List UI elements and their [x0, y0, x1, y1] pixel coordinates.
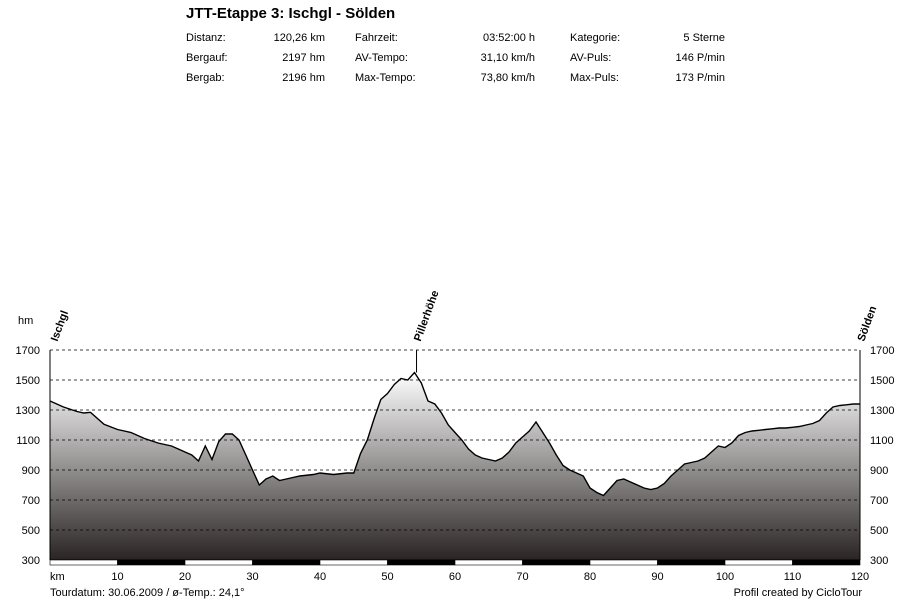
- stat-value-av-puls: 146 P/min: [675, 52, 725, 64]
- y-tick-label-right-900: 900: [870, 465, 888, 477]
- x-tick-label-120: 120: [851, 571, 869, 583]
- waypoint-label-0: Ischgl: [49, 309, 71, 343]
- y-tick-label-left-1700: 1700: [16, 345, 40, 357]
- stat-label-bergab: Bergab:: [186, 72, 225, 84]
- y-tick-label-right-1300: 1300: [870, 405, 894, 417]
- y-tick-label-left-300: 300: [22, 555, 40, 567]
- elevation-area: [50, 372, 860, 560]
- stat-value-kategorie: 5 Sterne: [683, 32, 725, 44]
- x-tick-label-60: 60: [449, 571, 461, 583]
- stat-label-max-puls: Max-Puls:: [570, 72, 619, 84]
- y-tick-label-left-1100: 1100: [16, 435, 40, 447]
- x-axis-title: km: [50, 571, 65, 583]
- gridlines: [50, 349, 860, 531]
- x-scale-segment-11: [792, 559, 861, 566]
- stat-value-max-puls: 173 P/min: [675, 72, 725, 84]
- stat-value-max-tempo: 73,80 km/h: [480, 72, 535, 84]
- y-tick-label-right-300: 300: [870, 555, 888, 567]
- elevation-line: [49, 371, 860, 497]
- x-tick-label-100: 100: [716, 571, 734, 583]
- y-tick-labels-left: 300 500 700 900 1100 1300 1500 1700: [16, 345, 40, 567]
- stat-label-kategorie: Kategorie:: [570, 32, 621, 44]
- stat-label-max-tempo: Max-Tempo:: [355, 72, 416, 84]
- x-scale-segment-3: [252, 559, 321, 566]
- y-tick-label-right-1700: 1700: [870, 345, 894, 357]
- x-tick-label-40: 40: [314, 571, 326, 583]
- x-tick-label-30: 30: [246, 571, 258, 583]
- x-tick-label-110: 110: [784, 571, 802, 583]
- y-tick-label-left-500: 500: [22, 525, 40, 537]
- waypoint-label-1: Pillerhöhe: [412, 289, 441, 343]
- x-tick-label-90: 90: [651, 571, 663, 583]
- stat-label-distanz: Distanz:: [186, 32, 226, 44]
- x-scale-segment-8: [589, 559, 658, 566]
- tour-date-footer: Tourdatum: 30.06.2009 / ø-Temp.: 24,1°: [50, 587, 245, 599]
- stat-value-fahrzeit: 03:52:00 h: [483, 32, 535, 44]
- x-scale-segment-4: [319, 559, 388, 566]
- x-scale-segment-6: [454, 559, 523, 566]
- y-tick-label-left-900: 900: [22, 465, 40, 477]
- y-axis-title: hm: [18, 315, 33, 327]
- stat-label-av-tempo: AV-Tempo:: [355, 52, 408, 64]
- y-tick-label-left-1300: 1300: [16, 405, 40, 417]
- chart-title: JTT-Etappe 3: Ischgl - Sölden: [186, 5, 396, 22]
- x-tick-label-10: 10: [111, 571, 123, 583]
- waypoint-labels: Ischgl Pillerhöhe Sölden: [49, 289, 880, 373]
- stat-value-av-tempo: 31,10 km/h: [480, 52, 535, 64]
- x-tick-label-70: 70: [516, 571, 528, 583]
- x-axis-scale-bar: [49, 559, 861, 566]
- x-scale-segment-1: [117, 559, 186, 566]
- x-tick-label-80: 80: [584, 571, 596, 583]
- x-scale-segment-10: [724, 559, 793, 566]
- y-tick-label-right-1100: 1100: [870, 435, 894, 447]
- x-scale-segment-9: [657, 559, 726, 566]
- stat-value-bergauf: 2197 hm: [282, 52, 325, 64]
- x-tick-labels: 10 20 30 40 50 60 70 80 90 100 110 120: [111, 571, 869, 583]
- x-tick-label-20: 20: [179, 571, 191, 583]
- stat-label-av-puls: AV-Puls:: [570, 52, 612, 64]
- y-tick-label-left-1500: 1500: [16, 375, 40, 387]
- y-tick-label-left-700: 700: [22, 495, 40, 507]
- stat-value-distanz: 120,26 km: [273, 32, 325, 44]
- x-scale-segment-0: [49, 559, 118, 566]
- x-scale-segment-2: [184, 559, 253, 566]
- y-tick-labels-right: 300 500 700 900 1100 1300 1500 1700: [870, 345, 894, 567]
- x-tick-label-50: 50: [381, 571, 393, 583]
- stat-label-fahrzeit: Fahrzeit:: [355, 32, 398, 44]
- credit-footer: Profil created by CicloTour: [733, 587, 862, 599]
- x-scale-segment-7: [522, 559, 591, 566]
- x-scale-segment-5: [387, 559, 456, 566]
- y-tick-label-right-1500: 1500: [870, 375, 894, 387]
- y-tick-label-right-500: 500: [870, 525, 888, 537]
- stat-value-bergab: 2196 hm: [282, 72, 325, 84]
- y-tick-label-right-700: 700: [870, 495, 888, 507]
- waypoint-label-2: Sölden: [856, 304, 880, 343]
- stat-label-bergauf: Bergauf:: [186, 52, 228, 64]
